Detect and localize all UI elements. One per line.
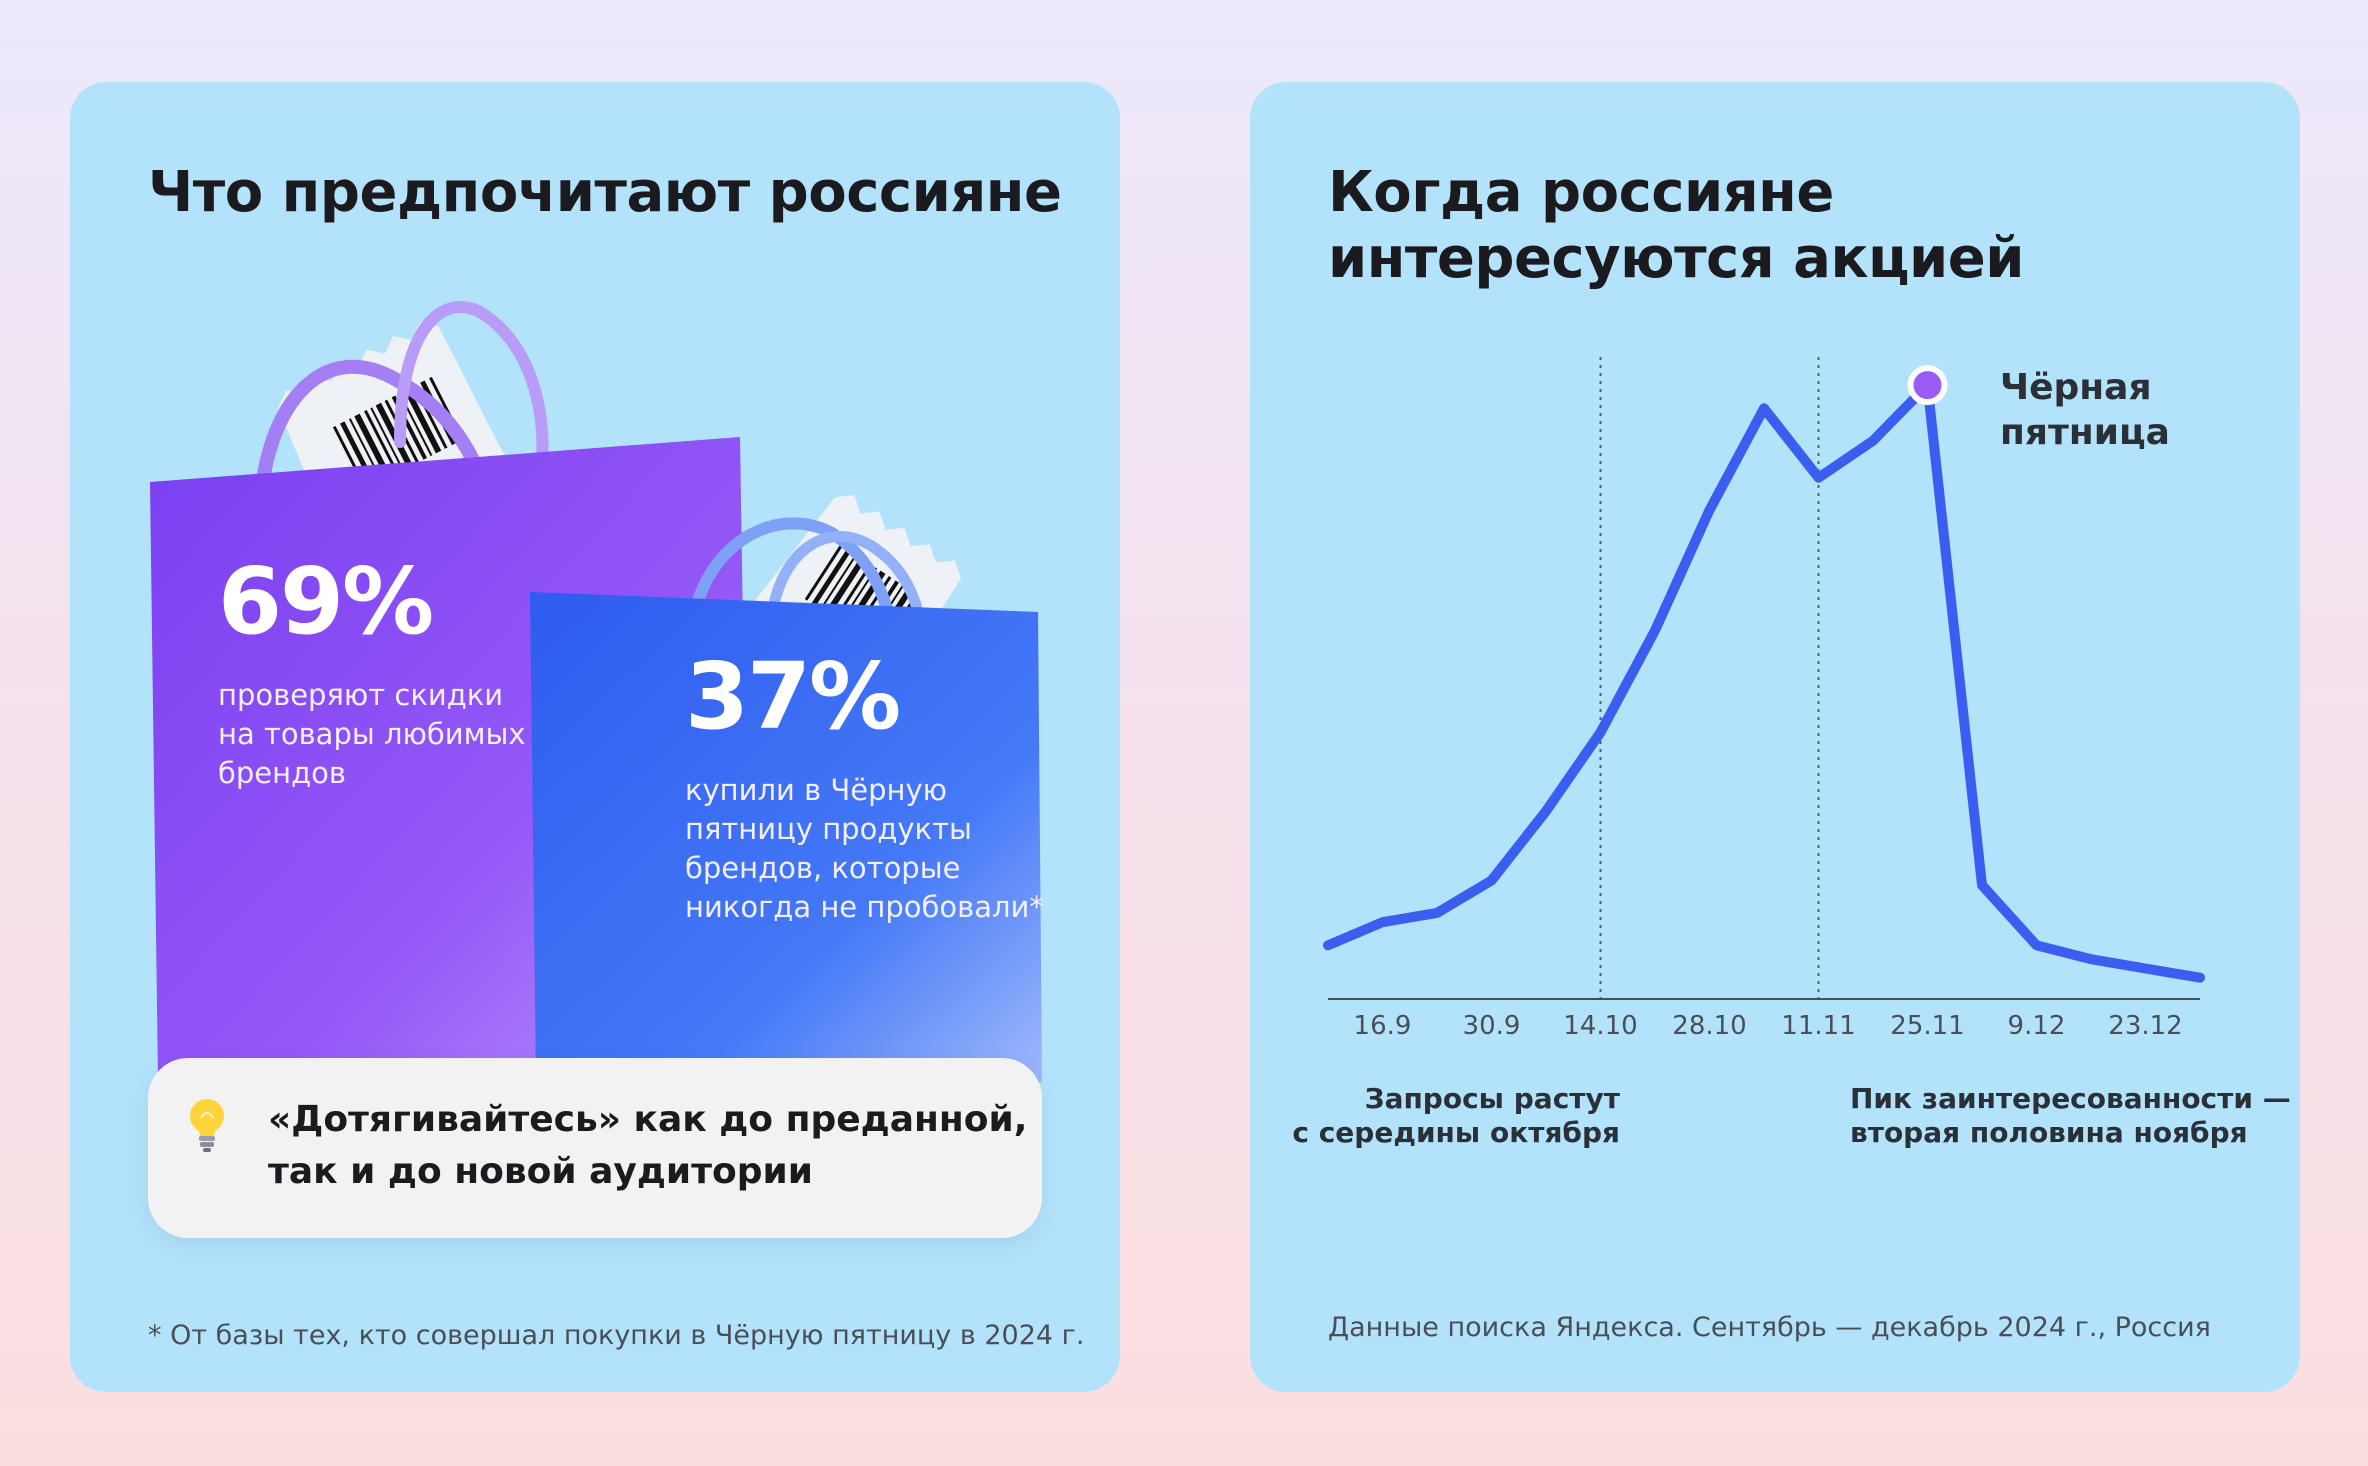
x-tick-label: 30.9	[1463, 1011, 1521, 1041]
x-tick-label: 11.11	[1781, 1011, 1855, 1041]
right-card: Когда россияне интересуются акцией 16.9 3…	[1250, 82, 2300, 1392]
black-friday-marker	[1907, 365, 1948, 406]
x-tick-label: 14.10	[1563, 1011, 1637, 1041]
left-card-title: Что предпочитают россияне	[148, 160, 1062, 225]
stat-value: 69%	[218, 548, 434, 655]
stat-description: купили в Чёрную пятницу продукты брендов…	[685, 773, 1044, 924]
series-line	[1323, 380, 2205, 983]
left-card: Что предпочитают россияне	[70, 82, 1120, 1392]
shopping-bags-illustration	[150, 301, 1042, 1082]
left-footnote: * От базы тех, кто совершал покупки в Чё…	[148, 1320, 1085, 1351]
stat-value: 37%	[685, 643, 901, 750]
x-tick-label: 9.12	[2008, 1011, 2066, 1041]
stat-description: проверяют скидки на товары любимых бренд…	[218, 678, 526, 790]
stat-37-percent: 37% купили в Чёрную пятницу продукты бре…	[685, 647, 1044, 927]
x-tick-label: 23.12	[2108, 1011, 2182, 1041]
interest-line-chart: 16.9 30.9 14.10 28.10 11.11 25.11 9.12 23.12	[1323, 357, 2205, 1041]
note-growth: Запросы растут с середины октября	[1292, 1082, 1620, 1149]
right-footnote: Данные поиска Яндекса. Сентябрь — декабр…	[1328, 1312, 2211, 1343]
blue-bag	[530, 592, 1042, 1082]
tip-box: «Дотягивайтесь» как до преданной, так и …	[148, 1058, 1042, 1238]
tip-text: «Дотягивайтесь» как до преданной, так и …	[268, 1099, 1028, 1192]
x-tick-label: 28.10	[1672, 1011, 1746, 1041]
note-peak: Пик заинтересованности — вторая половина…	[1850, 1082, 2291, 1149]
peak-label: Чёрная пятница	[2000, 367, 2170, 453]
x-tick-label: 25.11	[1890, 1011, 1964, 1041]
x-tick-labels: 16.9 30.9 14.10 28.10 11.11 25.11 9.12 23.12	[1354, 1011, 2183, 1041]
vertical-guides	[1599, 357, 1820, 999]
lightbulb-icon	[190, 1099, 224, 1152]
stat-69-percent: 69% проверяют скидки на товары любимых б…	[218, 552, 526, 793]
right-card-title: Когда россияне интересуются акцией	[1328, 160, 2024, 291]
x-tick-label: 16.9	[1354, 1011, 1412, 1041]
